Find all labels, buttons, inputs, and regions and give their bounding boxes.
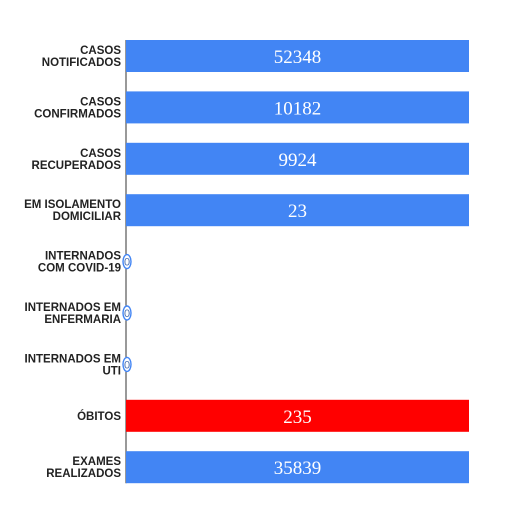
category-label-line: EM ISOLAMENTO — [24, 199, 121, 211]
bar — [126, 40, 469, 72]
category-label-line: DOMICILIAR — [53, 211, 122, 223]
bar-value-label: 0 — [124, 359, 130, 371]
bar — [126, 142, 469, 175]
category-label-line: INTERNADOS EM — [25, 302, 121, 314]
bar-value-label: 0 — [124, 257, 130, 269]
bar — [126, 194, 469, 227]
category-label: ÓBITOS — [77, 410, 121, 423]
bar-value-label: 9924 — [279, 150, 318, 171]
bar-value-label: 52348 — [274, 47, 322, 68]
bar-value-label: 0 — [124, 308, 130, 320]
category-label-line: INTERNADOS EM — [25, 353, 121, 365]
category-label: INTERNADOS EM UTI — [25, 353, 121, 377]
bar — [126, 451, 469, 484]
category-label-line: REALIZADOS — [46, 468, 121, 480]
category-label-line: CASOS — [80, 96, 121, 108]
category-label: CASOS NOTIFICADOS — [42, 45, 122, 69]
category-label-line: EXAMES — [72, 456, 121, 468]
category-label-line: ÓBITOS — [77, 410, 121, 423]
bar-value-label: 23 — [288, 201, 307, 222]
category-label-line: CONFIRMADOS — [34, 108, 121, 120]
zero-value-marker — [122, 305, 132, 321]
category-label: CASOS RECUPERADOS — [32, 148, 122, 172]
bar-value-label: 10182 — [274, 98, 322, 119]
zero-value-marker — [122, 253, 132, 270]
zero-value-marker — [122, 356, 132, 373]
category-label: EM ISOLAMENTO DOMICILIAR — [24, 199, 122, 223]
bar — [126, 399, 469, 432]
category-label-line: INTERNADOS — [45, 251, 121, 263]
category-label-line: CASOS — [80, 45, 121, 57]
category-label-line: NOTIFICADOS — [42, 57, 122, 69]
bar — [126, 91, 469, 124]
category-label-line: RECUPERADOS — [32, 160, 122, 172]
category-label-line: CASOS — [80, 148, 121, 160]
category-label: CASOS CONFIRMADOS — [34, 96, 121, 120]
category-label-line: UTI — [102, 365, 121, 377]
bar-value-label: 35839 — [274, 458, 322, 479]
category-label: INTERNADOS COM COVID-19 — [38, 251, 121, 275]
category-label-line: ENFERMARIA — [44, 314, 121, 326]
bar-value-label: 235 — [283, 407, 312, 428]
category-label: EXAMES REALIZADOS — [46, 456, 121, 480]
category-label: INTERNADOS EM ENFERMARIA — [25, 302, 121, 326]
category-label-line: COM COVID-19 — [38, 263, 121, 275]
